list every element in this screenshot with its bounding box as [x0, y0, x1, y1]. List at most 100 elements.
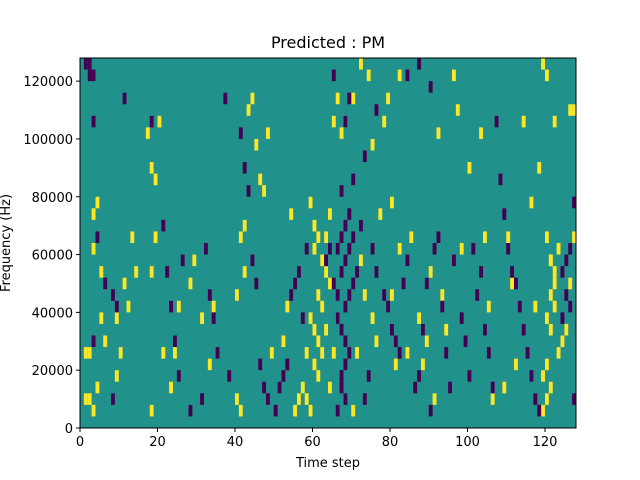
- heatmap-cell-high: [436, 127, 441, 139]
- heatmap-cell-low: [467, 370, 472, 382]
- x-tick-label: 100: [455, 435, 480, 450]
- heatmap-cell-low: [417, 58, 421, 70]
- heatmap-cell-low: [428, 404, 433, 417]
- heatmap-cell-high: [545, 393, 549, 405]
- heatmap-cell-low: [347, 208, 352, 220]
- heatmap-cell-high: [91, 208, 96, 220]
- heatmap-cell-low: [293, 277, 297, 290]
- heatmap-cell-low: [328, 243, 332, 255]
- heatmap-cell-low: [238, 127, 243, 139]
- heatmap-cell-high: [316, 335, 321, 348]
- heatmap-cell-high: [134, 266, 139, 278]
- heatmap-cell-low: [200, 393, 204, 405]
- heatmap-cell-high: [99, 312, 104, 324]
- heatmap-cell-low: [266, 393, 270, 405]
- heatmap-cell-low: [362, 150, 367, 163]
- heatmap-cell-low: [343, 393, 348, 405]
- y-tick-label: 60000: [32, 249, 73, 264]
- heatmap-cell-low: [103, 277, 108, 290]
- heatmap-cell-high: [328, 381, 332, 394]
- heatmap-cell-low: [173, 335, 177, 348]
- heatmap-cell-low: [347, 243, 352, 255]
- y-axis-label: Frequency (Hz): [0, 194, 14, 292]
- heatmap-cell-high: [541, 404, 545, 417]
- heatmap-cell-high: [548, 254, 553, 267]
- heatmap-cell-low: [277, 381, 282, 394]
- heatmap-cell-high: [568, 104, 573, 116]
- plot-frame: [79, 57, 577, 429]
- heatmap-cell-high: [95, 381, 100, 394]
- heatmap-cell-low: [207, 289, 212, 301]
- heatmap-cell-low: [374, 104, 379, 116]
- heatmap-cell-low: [355, 266, 359, 278]
- heatmap-cell-high: [421, 358, 425, 371]
- heatmap-cell-low: [428, 81, 433, 93]
- heatmap-cell-low: [347, 347, 352, 359]
- heatmap-cell-low: [393, 335, 398, 348]
- heatmap-cell-low: [343, 358, 348, 371]
- heatmap-cell-low: [397, 347, 402, 359]
- heatmap-cell-high: [552, 266, 557, 278]
- heatmap-cell-high: [335, 92, 340, 105]
- heatmap-cell-high: [533, 300, 538, 313]
- heatmap-cell-low: [572, 393, 576, 405]
- heatmap-cell-low: [382, 289, 387, 301]
- y-tick-label: 40000: [32, 306, 73, 321]
- heatmap-cell-high: [95, 196, 100, 209]
- heatmap-cell-high: [359, 58, 363, 70]
- heatmap-cell-high: [149, 266, 154, 278]
- heatmap-cell-high: [289, 208, 294, 220]
- heatmap-cell-low: [514, 277, 518, 290]
- heatmap-cell-high: [145, 127, 150, 139]
- heatmap-cell-high: [486, 300, 491, 313]
- heatmap-cell-high: [200, 312, 204, 324]
- heatmap-cell-high: [455, 104, 460, 116]
- heatmap-cell-low: [510, 266, 514, 278]
- heatmap-cell-low: [304, 243, 309, 255]
- heatmap-cell-high: [99, 266, 104, 278]
- heatmap-cell-low: [300, 312, 305, 324]
- heatmap-cell-high: [114, 312, 119, 324]
- heatmap-cell-high: [483, 231, 487, 243]
- heatmap-cell-high: [479, 127, 483, 139]
- heatmap-cell-high: [304, 393, 309, 405]
- heatmap-cell-high: [506, 231, 511, 243]
- heatmap-cell-high: [242, 219, 247, 232]
- heatmap-cell-high: [521, 115, 526, 128]
- heatmap-cell-low: [359, 219, 363, 232]
- heatmap-cell-high: [266, 127, 270, 139]
- heatmap-cell-high: [537, 162, 542, 174]
- heatmap-cell-low: [246, 185, 251, 197]
- heatmap-cell-high: [114, 370, 119, 382]
- heatmap-cell-high: [293, 404, 297, 417]
- y-tick-label: 120000: [23, 75, 73, 90]
- heatmap-cell-low: [502, 208, 507, 220]
- heatmap-cell-low: [114, 300, 119, 313]
- heatmap-cell-high: [169, 381, 173, 394]
- heatmap-cell-high: [192, 254, 197, 267]
- heatmap-cell-low: [250, 254, 255, 267]
- heatmap-cell-low: [176, 370, 181, 382]
- heatmap-cell-low: [339, 266, 344, 278]
- heatmap-cell-high: [552, 300, 557, 313]
- heatmap-cell-low: [444, 347, 449, 359]
- heatmap-cell-high: [339, 127, 344, 139]
- heatmap-cell-high: [238, 404, 243, 417]
- heatmap-cell-low: [448, 381, 452, 394]
- heatmap-cell-low: [339, 185, 344, 197]
- heatmap-cell-low: [486, 347, 491, 359]
- heatmap-cell-high: [153, 173, 158, 186]
- heatmap-cell-high: [312, 358, 317, 371]
- heatmap-cell-high: [211, 300, 216, 313]
- heatmap-cell-low: [564, 254, 569, 267]
- heatmap-cell-low: [273, 404, 278, 417]
- heatmap-cell-high: [548, 289, 553, 301]
- heatmap-cell-low: [343, 335, 348, 348]
- heatmap-cell-high: [262, 185, 266, 197]
- heatmap-plot-area: [79, 57, 577, 429]
- heatmap-cell-low: [517, 300, 522, 313]
- heatmap-cell-low: [351, 231, 356, 243]
- heatmap-cell-high: [440, 289, 445, 301]
- heatmap-cell-high: [545, 312, 549, 324]
